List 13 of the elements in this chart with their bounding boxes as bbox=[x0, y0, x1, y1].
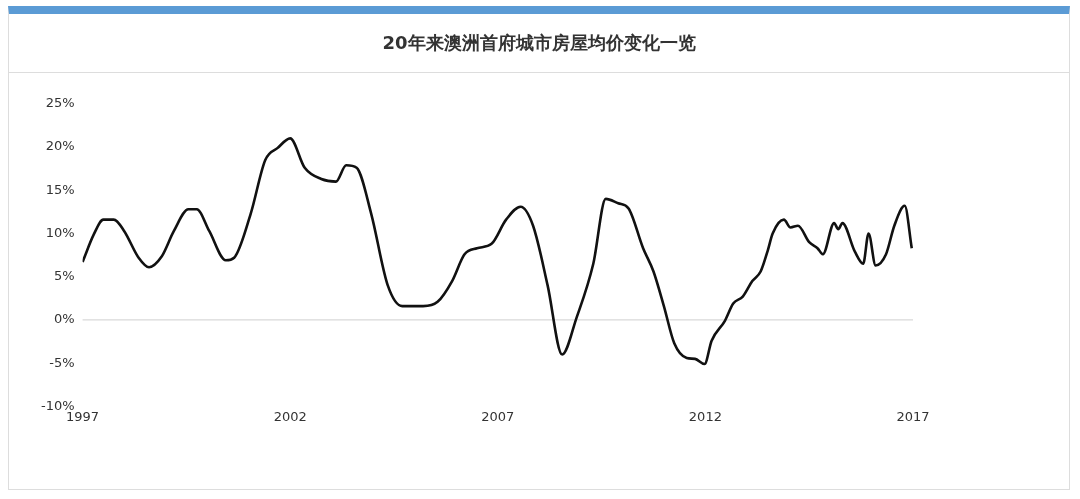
x-tick-label: 2012 bbox=[688, 408, 722, 424]
y-tick-label: 10% bbox=[45, 224, 75, 240]
x-tick-label: 2007 bbox=[481, 408, 515, 424]
x-tick-label: 2017 bbox=[896, 408, 930, 424]
y-tick-label: -5% bbox=[49, 354, 75, 370]
y-tick-label: 20% bbox=[45, 138, 75, 154]
y-tick-label: 0% bbox=[53, 311, 75, 327]
chart-title: 20年来澳洲首府城市房屋均价变化一览 bbox=[9, 14, 1069, 73]
line-series bbox=[82, 137, 913, 366]
y-tick-label: 25% bbox=[45, 95, 75, 111]
x-tick-label: 2002 bbox=[273, 408, 307, 424]
y-tick-label: 5% bbox=[53, 268, 75, 284]
y-tick-label: 15% bbox=[45, 181, 75, 197]
